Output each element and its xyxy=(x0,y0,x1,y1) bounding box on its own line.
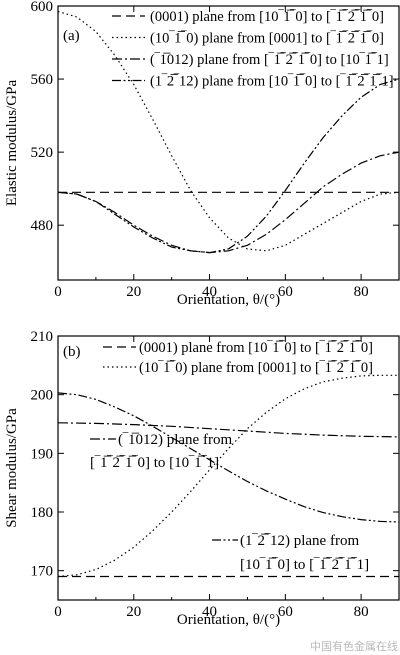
legend-label-1: (0001) plane from [10‾1̅‾0] to [‾1̅‾2̅‾1… xyxy=(139,340,373,356)
y-tick-label: 210 xyxy=(31,329,54,345)
y-axis-label: Elastic modulus/GPa xyxy=(4,80,20,207)
series-line-3 xyxy=(57,422,400,438)
label-1212-line1: (1‾2̅‾12) plane from xyxy=(240,533,359,549)
panel-a-elastic-modulus: 0 20 40 60 80 480 520 560 600 Orientation, θ/(°) E… xyxy=(4,0,400,308)
panel-label: (b) xyxy=(63,344,81,360)
y-tick-label: 560 xyxy=(31,72,54,88)
legend-label-1: (0001) plane from [10‾1̅‾0] to [‾1̅‾2̅‾1… xyxy=(150,9,384,25)
x-tick-label: 80 xyxy=(354,284,369,300)
y-axis-label: Shear modulus/GPa xyxy=(4,408,20,528)
x-axis-label: Orientation, θ/(°) xyxy=(177,292,280,308)
label-1212-line2: [10‾1̅‾0] to [‾1̅‾2̅‾1̅‾1] xyxy=(240,557,369,573)
x-tick-label: 80 xyxy=(354,604,369,620)
series-line-2 xyxy=(57,374,399,578)
watermark: 中国有色金属在线 xyxy=(310,639,398,653)
legend-label-4: (1‾2̅‾12) plane from [10‾1̅‾0] to [‾1̅‾2… xyxy=(150,74,394,90)
x-tick-label: 60 xyxy=(278,604,293,620)
y-tick-label: 180 xyxy=(31,505,54,521)
x-tick-label: 40 xyxy=(202,604,217,620)
x-axis-label: Orientation, θ/(°) xyxy=(177,612,280,628)
plot-frame xyxy=(57,335,400,601)
x-tick-label: 0 xyxy=(54,284,62,300)
panel-label: (a) xyxy=(63,28,80,44)
y-tick-label: 520 xyxy=(31,145,54,161)
x-tick-label: 0 xyxy=(54,604,62,620)
series-line-4 xyxy=(57,392,400,523)
x-tick-label: 60 xyxy=(278,284,293,300)
y-tick-label: 480 xyxy=(31,218,54,234)
series-line-2 xyxy=(57,10,400,252)
series-line-3 xyxy=(57,151,400,254)
legend-label-2: (10‾1̅‾0) plane from [0001] to [‾1̅‾2̅‾1… xyxy=(139,360,373,376)
panel-b-shear-modulus: 0 20 40 60 80 170 180 190 200 210 Orientation, θ/(… xyxy=(4,329,400,628)
legend-label-2: (10‾1̅‾0) plane from [0001] to [‾1̅‾2̅‾1… xyxy=(150,31,384,47)
series-line-4 xyxy=(57,78,400,254)
y-tick-label: 200 xyxy=(31,388,54,404)
x-tick-label: 40 xyxy=(202,284,217,300)
x-tick-label: 20 xyxy=(126,604,141,620)
label-1012-line1: (‾1̅012) plane from xyxy=(118,432,232,448)
plot-frame xyxy=(57,5,400,281)
y-tick-label: 170 xyxy=(31,564,54,580)
y-tick-label: 600 xyxy=(31,0,54,15)
x-tick-label: 20 xyxy=(126,284,141,300)
y-tick-label: 190 xyxy=(31,446,54,462)
label-1012-line2: [‾1̅‾2̅‾1̅‾0] to [10‾1̅‾1] xyxy=(90,455,219,471)
legend-label-3: (‾1̅012) plane from [‾1̅‾2̅‾1̅‾0] to [10… xyxy=(150,52,389,68)
